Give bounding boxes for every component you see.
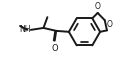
Text: O: O <box>51 44 58 53</box>
Text: O: O <box>95 2 101 11</box>
Text: O: O <box>106 20 112 29</box>
Text: NH: NH <box>19 25 30 34</box>
